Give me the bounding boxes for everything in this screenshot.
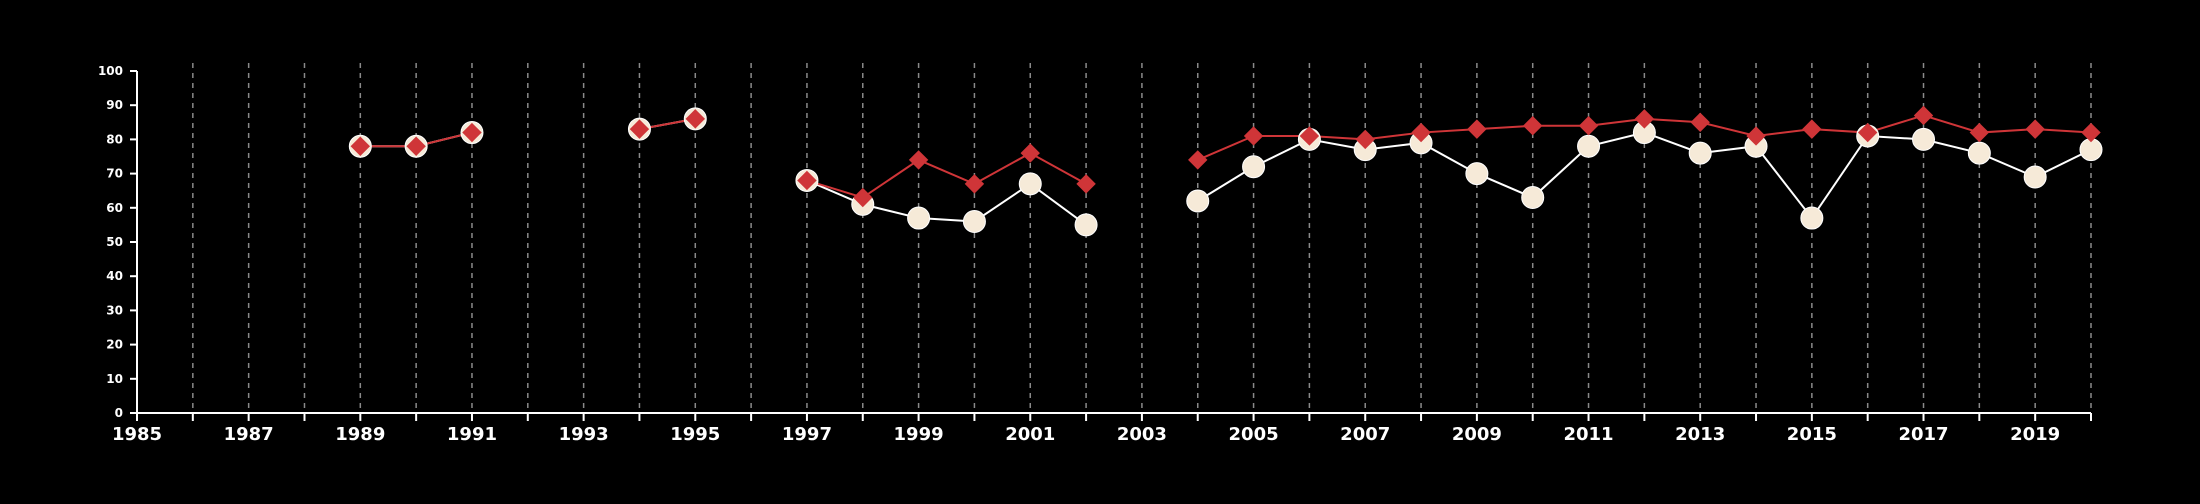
x-tick-label-2009: 2009 <box>1452 424 1502 445</box>
axes: 0 10 20 30 40 50 60 70 80 90 100 1985 1987 1989 1991 19… <box>98 64 2092 445</box>
series-b-point-1997 <box>797 170 817 191</box>
series-b-point-2014 <box>1746 126 1766 146</box>
series-a-line-2 <box>806 179 1087 226</box>
series-layer <box>348 105 2103 237</box>
series-b-line-2 <box>806 151 1087 199</box>
x-tick-label-1995: 1995 <box>670 424 720 445</box>
y-tick-label-40: 40 <box>106 269 123 283</box>
x-tick-label-1999: 1999 <box>894 424 944 445</box>
series-b-point-1994 <box>629 119 650 139</box>
series-b-point-1999 <box>908 150 929 170</box>
series-b-point-1998 <box>853 187 873 208</box>
series-b-point-2004 <box>1188 150 1208 170</box>
series-b-point-2013 <box>1690 112 1710 133</box>
x-tick-label-1993: 1993 <box>559 424 609 445</box>
series-a-point-2010 <box>1521 186 1545 210</box>
y-tick-label-20: 20 <box>106 338 123 352</box>
series-a-point-2019 <box>2023 165 2047 189</box>
x-tick-label-1987: 1987 <box>224 424 274 445</box>
series-b-point-2012 <box>1634 109 1655 129</box>
y-tick-label-0: 0 <box>115 406 123 420</box>
series-b-point-2000 <box>964 174 985 194</box>
series-b-point-2018 <box>1969 122 1990 143</box>
grid-lines <box>192 63 2092 413</box>
series-a-point-2000 <box>962 209 986 233</box>
x-tick-label-2007: 2007 <box>1340 424 1390 445</box>
x-tick-label-2011: 2011 <box>1563 424 1613 445</box>
series-b-point-2020 <box>2081 122 2101 143</box>
series-a-point-2017 <box>1912 127 1936 151</box>
series-a-point-2002 <box>1074 213 1098 237</box>
x-tick-label-1997: 1997 <box>782 424 832 445</box>
series-b-point-2008 <box>1411 122 1431 143</box>
series-b-point-1995 <box>685 109 705 129</box>
y-tick-label-50: 50 <box>106 235 123 249</box>
x-tick-label-1991: 1991 <box>447 424 497 445</box>
series-a-point-2001 <box>1018 172 1042 196</box>
series-b-point-2007 <box>1355 129 1375 150</box>
series-b-point-2017 <box>1913 105 1934 126</box>
series-a-point-2005 <box>1242 155 1266 179</box>
x-tick-label-2013: 2013 <box>1675 424 1725 445</box>
y-tick-label-10: 10 <box>106 372 123 386</box>
x-tick-label-2001: 2001 <box>1005 424 1055 445</box>
series-b-point-2005 <box>1243 126 1264 146</box>
series-b-point-2001 <box>1020 143 1040 163</box>
x-tick-label-1989: 1989 <box>335 424 385 445</box>
series-b-point-2002 <box>1076 174 1096 194</box>
y-tick-label-70: 70 <box>106 167 123 181</box>
series-b-point-2015 <box>1802 119 1822 139</box>
series-b-point-2016 <box>1857 122 1878 143</box>
series-b-point-2006 <box>1299 126 1320 146</box>
series-a-point-2018 <box>1967 141 1991 165</box>
series-b-point-2009 <box>1467 119 1487 139</box>
y-tick-label-80: 80 <box>106 132 123 146</box>
x-tick-label-2003: 2003 <box>1117 424 1167 445</box>
series-b-point-2019 <box>2025 119 2045 139</box>
series-b-point-2010 <box>1523 116 1543 136</box>
series-a-point-2013 <box>1688 141 1712 165</box>
x-tick-label-2005: 2005 <box>1229 424 1279 445</box>
x-tick-label-2015: 2015 <box>1787 424 1837 445</box>
y-tick-label-100: 100 <box>98 64 123 78</box>
series-b-point-1989 <box>350 136 371 156</box>
x-tick-label-2019: 2019 <box>2010 424 2060 445</box>
x-tick-label-2017: 2017 <box>1898 424 1948 445</box>
series-b-point-2011 <box>1578 116 1599 136</box>
series-a-point-2011 <box>1577 134 1601 158</box>
x-tick-label-1985: 1985 <box>112 424 162 445</box>
series-b-point-1991 <box>462 122 482 143</box>
series-a-point-2015 <box>1800 206 1824 230</box>
series-a-point-2009 <box>1465 162 1489 186</box>
series-a-point-1999 <box>907 206 931 230</box>
series-a-point-2004 <box>1186 189 1210 213</box>
series-b-point-1990 <box>406 136 426 156</box>
y-tick-label-90: 90 <box>106 98 123 112</box>
y-tick-label-60: 60 <box>106 201 123 215</box>
y-tick-label-30: 30 <box>106 303 123 317</box>
